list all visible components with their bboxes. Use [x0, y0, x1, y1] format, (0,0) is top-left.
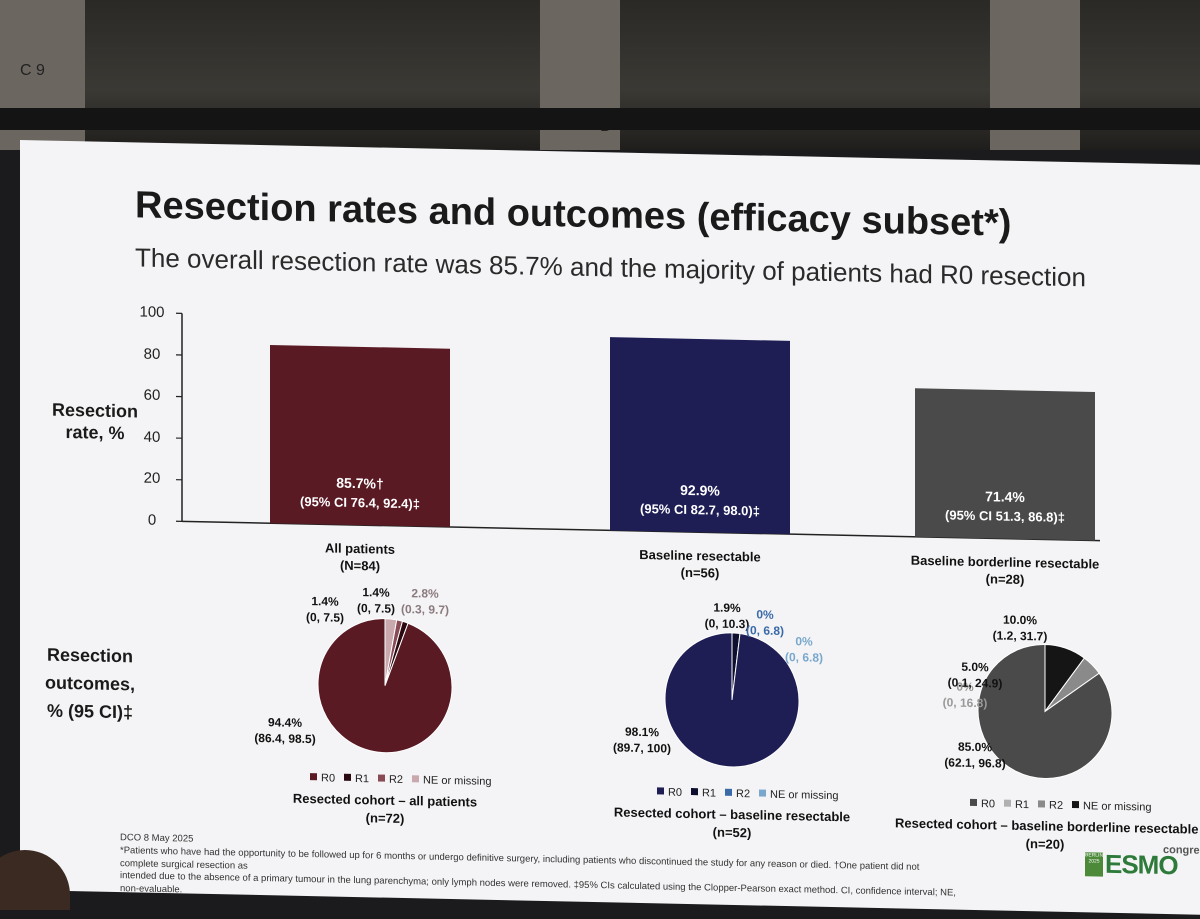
pie3-legend-swatch-1: [1004, 800, 1011, 807]
pie3-legend-swatch-2: [1038, 800, 1045, 807]
pie2-legend-swatch-2: [725, 789, 732, 796]
pie1-legend-swatch-1: [344, 774, 351, 781]
y-tick-label-100: 100: [132, 303, 172, 321]
pie2-legend-text-3: NE or missing: [770, 789, 838, 802]
venue-truss: [0, 108, 1200, 130]
esmo-badge: BERLIN 2025: [1085, 852, 1103, 876]
pie1-legend-text-0: R0: [321, 772, 335, 784]
pie2-legend-swatch-0: [657, 787, 664, 794]
pie2-label-r0: 98.1%: [592, 724, 692, 740]
pie1-label-ne-or-missing: 2.8%: [375, 585, 475, 601]
pie1-legend-swatch-0: [310, 773, 317, 780]
pie2-label-ne-or-missing: 0%: [754, 633, 854, 649]
y-tick-label-20: 20: [132, 470, 172, 488]
pie1-legend-text-2: R2: [389, 774, 403, 786]
pie3-legend-swatch-3: [1072, 801, 1079, 808]
pie3-label-ne-or-missing: 10.0%: [970, 612, 1070, 628]
pie1-legend-text-3: NE or missing: [423, 774, 491, 787]
pie1-slice-r0: [318, 617, 452, 754]
y-tick-label-0: 0: [132, 511, 172, 529]
pillar-c-label: C 9: [20, 62, 45, 80]
pie1-legend-swatch-3: [412, 775, 419, 782]
pie2-legend-text-0: R0: [668, 787, 682, 799]
pie3-legend-text-3: NE or missing: [1083, 800, 1151, 813]
pie3-legend-swatch-0: [970, 799, 977, 806]
pie3-legend-text-1: R1: [1015, 799, 1029, 811]
esmo-congress: congress: [1163, 844, 1200, 857]
y-tick-label-40: 40: [132, 428, 172, 446]
pie3-legend-text-0: R0: [981, 798, 995, 810]
pie2-legend-swatch-3: [759, 789, 766, 796]
pie3-label-r2: 5.0%: [925, 659, 1025, 675]
pie2-legend-swatch-1: [691, 788, 698, 795]
pie2-n: (n=52): [672, 824, 792, 842]
pie2-legend-text-1: R1: [702, 787, 716, 799]
presentation-slide: Resection rates and outcomes (efficacy s…: [20, 140, 1200, 915]
esmo-logo: BERLIN 2025 ESMO congress: [1085, 842, 1195, 884]
pie1-legend-text-1: R1: [355, 773, 369, 785]
pie3-ci-r0: (62.1, 96.8): [925, 755, 1025, 771]
pie1-legend-swatch-2: [378, 774, 385, 781]
pie3-legend-text-2: R2: [1049, 800, 1063, 812]
pie1-ci-ne-or-missing: (0.3, 9.7): [375, 601, 475, 617]
pie3-ci-r1: (0, 16.8): [915, 695, 1015, 711]
pie2-legend-text-2: R2: [736, 788, 750, 800]
pie2-ci-ne-or-missing: (0, 6.8): [754, 649, 854, 665]
pie3-label-r0: 85.0%: [925, 739, 1025, 755]
y-tick-label-80: 80: [132, 345, 172, 363]
chart-canvas: R0 R1 R2 NE or missing R0 R1 R2 NE or missing R0…: [20, 140, 1200, 915]
pie1-label-r0: 94.4%: [235, 715, 335, 731]
pie2-label-r2: 0%: [715, 607, 815, 623]
pie3-ci-ne-or-missing: (1.2, 31.7): [970, 628, 1070, 644]
pie1-ci-r0: (86.4, 98.5): [235, 731, 335, 747]
pie3-ci-r2: (0.1, 24.9): [925, 675, 1025, 691]
pie1-n: (n=72): [325, 809, 445, 827]
pie2-ci-r0: (89.7, 100): [592, 740, 692, 756]
y-tick-label-60: 60: [132, 387, 172, 405]
